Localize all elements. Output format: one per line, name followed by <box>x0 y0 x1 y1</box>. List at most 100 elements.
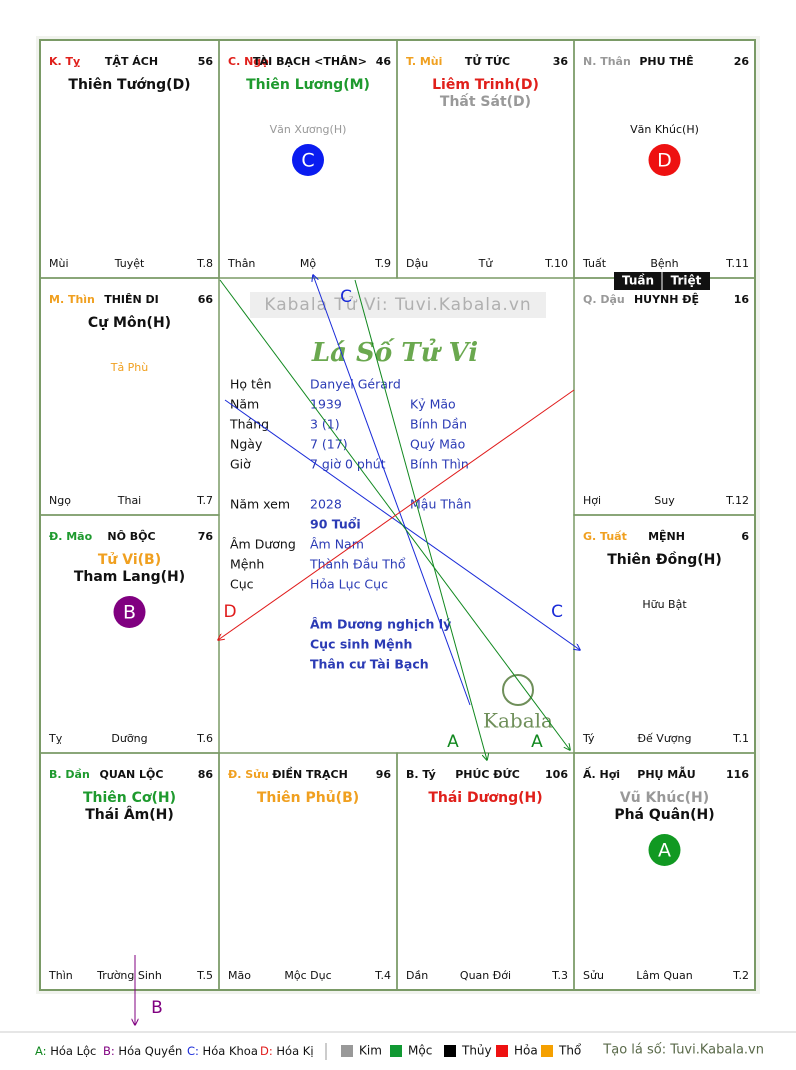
info-label: Giờ <box>230 457 251 472</box>
major-star: Tử Vi(B) <box>98 552 161 568</box>
major-star: Thái Âm(H) <box>85 806 174 823</box>
credit: Tạo lá số: Tuvi.Kabala.vn <box>602 1043 764 1058</box>
legend-key: D: <box>260 1044 273 1058</box>
triet: Triệt <box>671 274 702 288</box>
info-label: Cục <box>230 577 254 592</box>
major-star: Thiên Phủ(B) <box>257 790 359 806</box>
info-label: Âm Dương <box>230 537 296 552</box>
major-star: Vũ Khúc(H) <box>620 790 709 806</box>
info-value: Danyel Gérard <box>310 377 401 392</box>
major-star: Tham Lang(H) <box>74 569 185 585</box>
age: 90 Tuổi <box>310 517 361 532</box>
watermark-bg <box>250 292 546 318</box>
stem-branch: B. Tý <box>406 768 436 781</box>
info-value: Thành Đầu Thổ <box>309 557 406 572</box>
info-label: Họ tên <box>230 377 272 392</box>
palace-footer: Dậu <box>406 257 428 270</box>
palace-footer: Sửu <box>583 969 604 982</box>
legend-key: B: <box>103 1044 115 1058</box>
palace-footer: T.11 <box>725 257 749 270</box>
stem-branch: G. Tuất <box>583 530 627 543</box>
palace-name: QUAN LỘC <box>100 768 164 781</box>
palace-number: 6 <box>741 530 749 543</box>
legend-text: Hóa Quyền <box>115 1044 183 1058</box>
stem-branch: K. Tỵ <box>49 55 80 68</box>
info-label: Ngày <box>230 437 263 452</box>
arrow-label: B <box>151 998 163 1018</box>
arrow-label: A <box>447 732 459 752</box>
palace-footer: Lâm Quan <box>636 969 692 982</box>
palace-number: 76 <box>198 530 214 543</box>
palace-number: 96 <box>376 768 392 781</box>
palace-footer: T.2 <box>732 969 749 982</box>
palace-footer: T.12 <box>725 494 749 507</box>
info-value: Âm Nam <box>310 537 364 552</box>
major-star: Phá Quân(H) <box>614 807 714 823</box>
info-label: Mệnh <box>230 557 264 572</box>
palace-name: PHỤ MẪU <box>637 766 695 781</box>
palace-number: 36 <box>553 55 569 68</box>
watermark: Kabala Tử Vi: Tuvi.Kabala.vn <box>264 295 531 315</box>
palace-footer: Tuất <box>582 257 607 270</box>
info-value: 2028 <box>310 497 342 512</box>
palace-footer: Dưỡng <box>111 732 147 745</box>
info-label: Năm <box>230 397 259 412</box>
palace-name: HUYNH ĐỆ <box>634 293 699 306</box>
palace-footer: Thân <box>227 257 255 270</box>
palace-footer: Mão <box>228 969 251 982</box>
palace-footer: Dần <box>406 969 428 982</box>
note: Thân cư Tài Bạch <box>310 657 429 672</box>
major-star: Thiên Cơ(H) <box>83 790 176 806</box>
major-star: Thiên Tướng(D) <box>68 77 190 93</box>
palace-name: MỆNH <box>648 530 685 543</box>
legend-transform: D: Hóa Kị <box>260 1044 314 1058</box>
transform-badge <box>648 834 681 866</box>
logo: Kabala <box>483 709 553 733</box>
transform-letter: B <box>123 602 136 624</box>
transform-arrow <box>354 279 487 760</box>
element-label: Mộc <box>408 1044 432 1058</box>
info-value: 3 (1) <box>310 417 340 432</box>
palace-footer: Mộ <box>300 257 316 270</box>
major-star: Liêm Trinh(D) <box>432 77 539 93</box>
info-label: Năm xem <box>230 497 290 512</box>
transform-arrow <box>313 275 471 706</box>
palace-number: 26 <box>734 55 750 68</box>
stem-branch: T. Mùi <box>406 55 442 68</box>
palace-number: 46 <box>376 55 392 68</box>
palace-footer: Trường Sinh <box>96 969 162 982</box>
palace-number: 66 <box>198 293 214 306</box>
palace-footer: Tỵ <box>48 732 63 745</box>
stem-branch: Đ. Sửu <box>228 768 269 781</box>
palace-footer: Mộc Dục <box>284 969 331 982</box>
palace-footer: T.9 <box>374 257 391 270</box>
palace-name: TẬT ÁCH <box>105 55 158 68</box>
palace-footer: Tử <box>478 257 494 270</box>
stem-branch: Q. Dậu <box>583 293 625 306</box>
palace-footer: Thai <box>117 494 142 507</box>
palace-name: TÀI BẠCH <THÂN> <box>253 55 367 68</box>
palace-footer: Ngọ <box>49 494 71 507</box>
element-swatch <box>444 1045 456 1057</box>
palace-number: 56 <box>198 55 214 68</box>
palace-footer: Đế Vượng <box>638 732 692 745</box>
major-star: Thái Dương(H) <box>428 790 542 806</box>
stem-branch: N. Thân <box>583 55 631 68</box>
palace-number: 106 <box>545 768 568 781</box>
legend-key: C: <box>187 1044 199 1058</box>
element-swatch <box>541 1045 553 1057</box>
palace-footer: Mùi <box>49 257 69 270</box>
tuan-triet: Tuần Triệt <box>614 272 710 290</box>
element-label: Kim <box>359 1044 382 1058</box>
palace-name: THIÊN DI <box>104 293 159 306</box>
minor-star: Hữu Bật <box>642 598 687 611</box>
palace-footer: T.3 <box>551 969 568 982</box>
arrow-label: C <box>551 602 563 622</box>
palace-name: TỬ TỨC <box>465 54 510 68</box>
palace-name: PHÚC ĐỨC <box>455 768 520 781</box>
legend-transform: B: Hóa Quyền <box>103 1044 182 1058</box>
minor-star: Văn Khúc(H) <box>630 123 699 136</box>
palace-footer: T.5 <box>196 969 213 982</box>
transform-arrow <box>219 279 570 750</box>
